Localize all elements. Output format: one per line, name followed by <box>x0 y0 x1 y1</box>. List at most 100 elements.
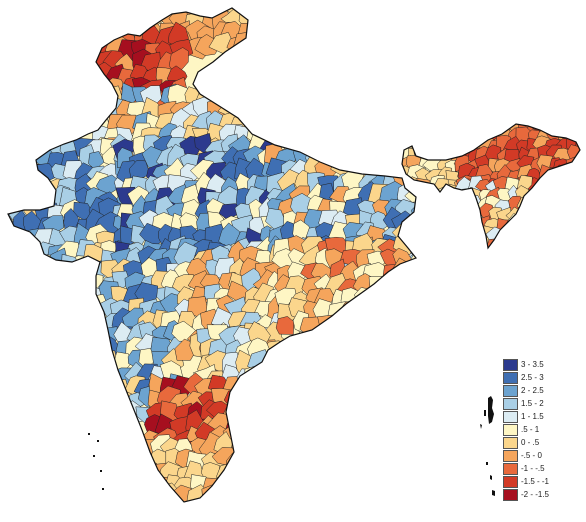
district <box>328 314 352 336</box>
district <box>83 365 109 386</box>
district <box>354 287 379 313</box>
district <box>8 171 29 195</box>
district <box>496 249 513 263</box>
district <box>478 248 497 265</box>
district <box>519 236 533 248</box>
district <box>506 229 525 246</box>
district <box>564 176 580 190</box>
district <box>576 166 580 181</box>
district <box>186 8 205 15</box>
legend-item: 1 - 1.5 <box>503 410 583 423</box>
legend-label: -.5 - 0 <box>521 450 542 460</box>
district <box>573 188 580 204</box>
district <box>369 301 392 325</box>
district <box>218 222 241 248</box>
district <box>576 124 580 136</box>
district <box>8 148 21 169</box>
district <box>135 458 158 481</box>
district <box>336 314 364 338</box>
district <box>97 350 119 374</box>
legend-swatch <box>503 384 518 397</box>
legend-label: 3 - 3.5 <box>521 359 544 369</box>
district <box>8 228 18 253</box>
district <box>178 503 196 522</box>
district <box>244 365 270 389</box>
legend-swatch <box>503 462 518 475</box>
legend-label: -1 - -.5 <box>521 463 545 473</box>
district <box>454 125 473 144</box>
district <box>393 300 416 321</box>
district <box>427 134 447 152</box>
district <box>391 278 415 301</box>
district <box>8 239 32 262</box>
district <box>518 205 533 226</box>
district <box>489 124 505 135</box>
district <box>233 85 255 108</box>
legend-item: -1 - -.5 <box>503 462 583 475</box>
district <box>151 497 176 502</box>
legend-swatch <box>503 371 518 384</box>
district <box>97 397 119 420</box>
district <box>357 143 377 168</box>
district <box>370 146 393 166</box>
legend-item: .5 - 1 <box>503 423 583 436</box>
district <box>136 478 161 498</box>
district <box>137 488 159 502</box>
district <box>527 188 546 205</box>
district <box>417 185 433 203</box>
district <box>496 217 516 235</box>
district <box>382 263 402 288</box>
district <box>391 285 413 311</box>
district <box>8 133 32 158</box>
district <box>20 249 43 277</box>
district <box>92 87 115 107</box>
district <box>567 164 580 185</box>
district <box>405 309 416 333</box>
district <box>518 245 533 248</box>
district <box>458 236 475 248</box>
district <box>8 250 27 273</box>
district <box>568 186 580 203</box>
district <box>546 175 565 194</box>
district <box>409 225 416 246</box>
legend-label: 1.5 - 2 <box>521 398 544 408</box>
legend-swatch <box>503 436 518 449</box>
district <box>376 288 401 312</box>
district <box>185 500 207 502</box>
district <box>222 489 245 502</box>
legend-label: 1 - 1.5 <box>521 411 544 421</box>
district <box>8 184 16 209</box>
district <box>436 134 454 153</box>
district <box>406 305 416 323</box>
district <box>162 500 183 502</box>
legend-label: -1.5 - -1 <box>521 476 550 486</box>
district <box>8 236 21 263</box>
district <box>201 484 222 502</box>
district <box>426 144 444 160</box>
legend-item: 0 - .5 <box>503 436 583 449</box>
district <box>210 497 237 502</box>
legend-item: 2.5 - 3 <box>503 371 583 384</box>
legend-item: 3 - 3.5 <box>503 358 583 371</box>
district <box>248 375 269 395</box>
district <box>228 497 250 502</box>
legend-swatch <box>503 475 518 488</box>
district <box>455 133 470 154</box>
legend-swatch <box>503 488 518 501</box>
district <box>378 295 403 320</box>
district <box>157 8 178 16</box>
legend-label: .5 - 1 <box>521 424 540 434</box>
district <box>377 277 398 297</box>
district <box>455 206 474 224</box>
district <box>436 186 454 205</box>
district <box>394 314 415 339</box>
district <box>557 176 572 193</box>
district <box>147 490 167 502</box>
district <box>96 385 119 410</box>
district <box>317 314 336 338</box>
district <box>468 245 487 248</box>
district <box>505 249 523 263</box>
district <box>428 188 449 206</box>
legend-swatch <box>503 397 518 410</box>
